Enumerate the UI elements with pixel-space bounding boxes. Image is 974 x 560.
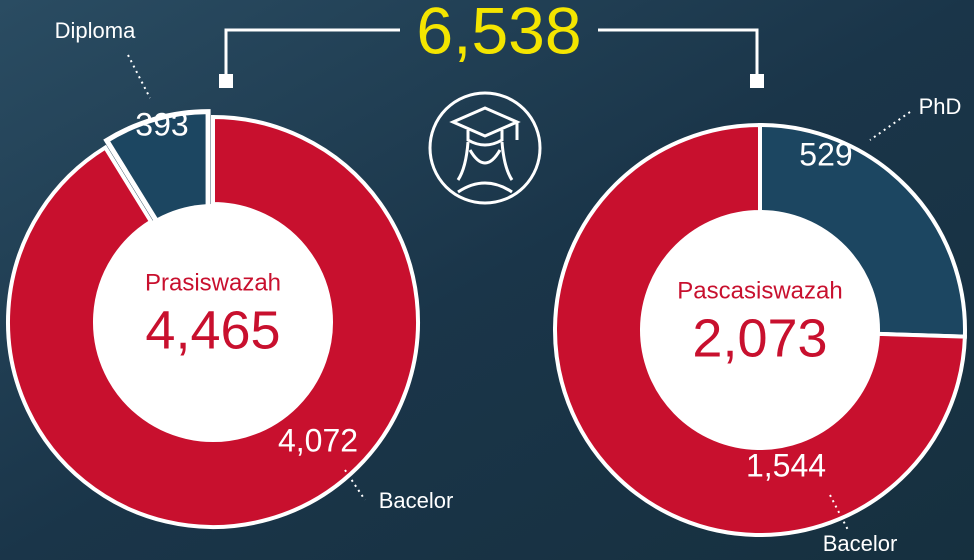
center-total: 2,073 bbox=[692, 308, 827, 368]
value-label: 393 bbox=[135, 106, 188, 142]
value-label: 1,544 bbox=[746, 447, 826, 483]
category-label: PhD bbox=[919, 94, 962, 119]
center-total: 4,465 bbox=[145, 300, 280, 360]
value-label: 4,072 bbox=[278, 422, 358, 458]
category-label: Diploma bbox=[55, 18, 136, 43]
infographic: 6,538 Prasiswazah 4,465 393 Diploma 4,072 Bac… bbox=[0, 0, 974, 560]
category-label: Bacelor bbox=[823, 531, 898, 556]
category-label: Bacelor bbox=[379, 488, 454, 513]
center-title: Pascasiswazah bbox=[677, 277, 842, 304]
center-title: Prasiswazah bbox=[145, 269, 281, 296]
value-label: 529 bbox=[799, 136, 852, 172]
bracket-end bbox=[219, 74, 233, 88]
bracket-end bbox=[750, 74, 764, 88]
grand-total: 6,538 bbox=[416, 0, 581, 67]
